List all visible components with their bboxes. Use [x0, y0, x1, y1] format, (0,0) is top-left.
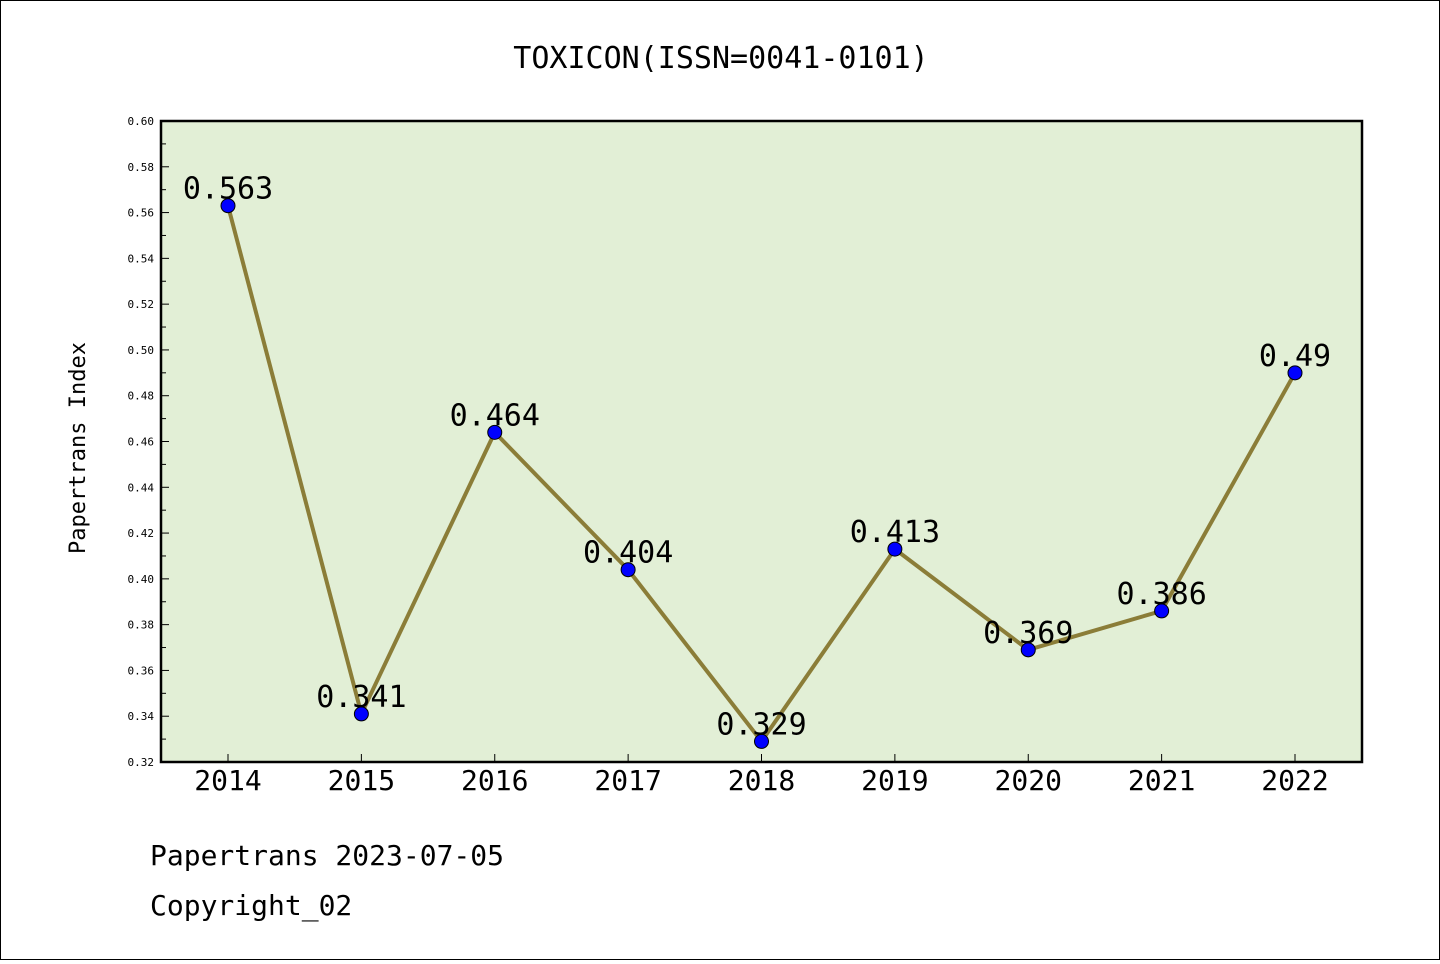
footer-date: Papertrans 2023-07-05 — [150, 839, 504, 872]
data-point — [353, 706, 369, 722]
y-tick-label: 0.38 — [128, 619, 155, 632]
x-tick-label: 2016 — [461, 764, 528, 797]
chart-title: TOXICON(ISSN=0041-0101) — [513, 41, 928, 76]
data-point — [220, 198, 236, 214]
data-label: 0.369 — [983, 616, 1073, 651]
y-tick-label: 0.48 — [128, 390, 155, 403]
y-tick-label: 0.32 — [128, 756, 155, 769]
y-tick-label: 0.36 — [128, 664, 155, 677]
data-label: 0.49 — [1259, 339, 1331, 374]
y-tick-label: 0.44 — [128, 481, 155, 494]
data-point — [887, 541, 903, 557]
y-tick-label: 0.56 — [128, 207, 155, 220]
data-point — [487, 424, 503, 440]
x-tick-label: 2014 — [194, 764, 261, 797]
y-tick-label: 0.60 — [128, 115, 155, 128]
series-layer: 0.563 0.341 0.464 0.404 0.329 0.413 0.369 0.386… — [183, 172, 1331, 749]
y-axis-ticks: 0.32 0.34 0.36 0.38 0.40 0.42 0.44 0.46 0.48 0.50… — [128, 115, 169, 769]
data-label: 0.329 — [716, 707, 806, 742]
data-label: 0.563 — [183, 172, 273, 207]
y-tick-label: 0.42 — [128, 527, 155, 540]
data-label: 0.386 — [1116, 577, 1206, 612]
y-tick-label: 0.50 — [128, 344, 155, 357]
data-point — [1154, 603, 1170, 619]
data-point — [1287, 365, 1303, 381]
x-axis-ticks: 2014 2015 2016 2017 2018 2019 2020 2021 2022 — [194, 754, 1329, 797]
footer-copyright: Copyright_02 — [150, 889, 352, 923]
y-tick-label: 0.40 — [128, 573, 155, 586]
y-axis-label: Papertrans Index — [66, 342, 91, 554]
data-point — [620, 562, 636, 578]
x-tick-label: 2020 — [995, 764, 1062, 797]
y-tick-label: 0.58 — [128, 161, 155, 174]
data-label: 0.413 — [850, 515, 940, 550]
y-tick-label: 0.34 — [128, 710, 155, 723]
x-tick-label: 2022 — [1261, 764, 1328, 797]
x-tick-label: 2021 — [1128, 764, 1195, 797]
data-point — [754, 733, 769, 749]
data-label: 0.464 — [450, 398, 540, 433]
x-tick-label: 2017 — [594, 764, 661, 797]
y-tick-label: 0.54 — [128, 252, 155, 265]
y-tick-label: 0.46 — [128, 436, 155, 449]
data-label: 0.404 — [583, 536, 673, 571]
plot-area — [159, 119, 1364, 764]
data-point — [1020, 642, 1036, 658]
x-tick-label: 2015 — [328, 764, 395, 797]
x-tick-label: 2018 — [728, 764, 795, 797]
y-tick-label: 0.52 — [128, 298, 155, 311]
x-tick-label: 2019 — [861, 764, 928, 797]
data-label: 0.341 — [316, 680, 406, 715]
